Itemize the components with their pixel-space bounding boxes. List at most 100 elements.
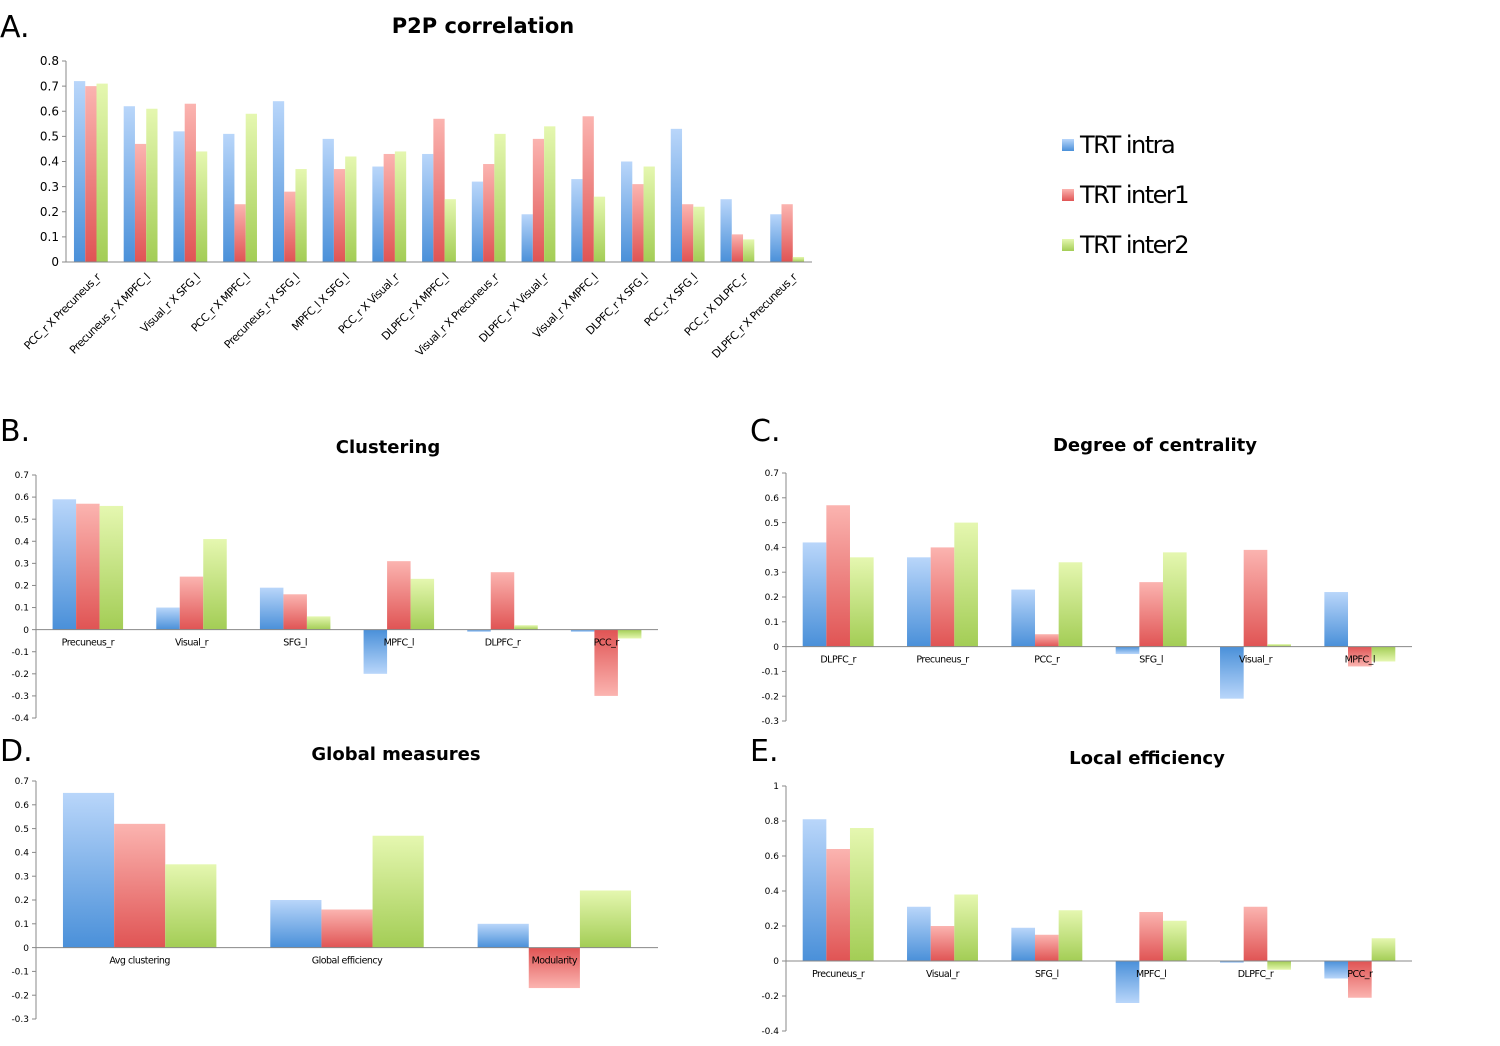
bar-A-intra-10 [571,179,583,262]
y-tick-label-A: 0.1 [40,230,59,244]
bar-D-inter1-2 [528,947,580,989]
legend-swatch-intra [1062,139,1074,151]
bar-A-inter2-7 [444,199,456,262]
y-tick-label-A: 0.2 [40,205,59,219]
bar-C-inter1-0 [826,505,850,647]
x-category-label-D: Global efficiency [312,956,383,967]
bar-A-intra-0 [73,81,86,262]
bar-B-intra-4 [467,629,491,632]
bar-E-intra-4 [1220,961,1244,963]
bar-B-inter2-4 [514,625,538,630]
bar-E-inter2-3 [1162,920,1187,961]
y-tick-label-E: 0.6 [765,852,780,862]
bar-E-inter2-5 [1371,938,1396,961]
bar-C-intra-2 [1011,589,1036,647]
bar-A-inter2-1 [146,108,158,262]
chart-B-group: -0.4 -0.3 -0.2 -0.1 0 0.1 0.2 0.3 0.4 0.5 0.6 0.7 Pr… [11,471,658,724]
bar-B-inter1-3 [387,561,411,630]
bar-C-intra-5 [1324,592,1349,647]
bar-A-inter2-6 [394,151,407,262]
bar-E-inter2-4 [1267,961,1291,970]
y-tick-label-C: -0.1 [761,668,779,678]
panel-title-c: Degree of centrality [1052,435,1258,456]
bar-A-intra-6 [372,166,384,262]
bar-A-intra-3 [223,133,235,262]
bar-A-inter2-9 [544,126,556,262]
bar-B-inter2-1 [203,539,227,630]
y-tick-label-C: 0.7 [765,469,779,479]
bar-A-inter1-2 [184,103,196,263]
y-tick-label-B: -0.3 [11,692,29,702]
bar-C-inter1-2 [1035,634,1059,647]
y-tick-label-C: 0.1 [765,618,779,628]
bar-D-inter1-0 [114,823,166,948]
chart-E-group: -0.4 -0.2 0 0.2 0.4 0.6 0.8 1 Precuneus_r Visual_… [761,782,1412,1037]
x-category-label-C: SFG_l [1139,655,1163,666]
panel-title-b: Clustering [335,437,441,458]
bar-E-inter1-4 [1243,906,1268,961]
bar-A-intra-5 [322,138,334,262]
x-category-label-E: MPFC_l [1136,969,1166,980]
y-tick-label-D: -0.1 [11,968,29,978]
x-category-label-D: Modularity [532,956,578,967]
x-category-label-C: DLPFC_r [820,655,856,666]
bar-D-inter1-1 [321,909,373,948]
y-tick-label-C: 0.5 [765,519,779,529]
bar-B-intra-0 [52,499,77,630]
bar-C-inter1-4 [1243,549,1268,647]
bar-E-inter1-0 [826,849,850,961]
y-tick-label-B: 0 [23,626,29,636]
bar-A-inter2-13 [743,239,755,262]
x-category-label-E: Visual_r [926,969,960,980]
bar-A-inter2-4 [295,169,307,262]
bar-A-inter2-2 [195,151,208,262]
legend-item-intra: TRT intra [1062,120,1188,170]
y-tick-label-E: -0.4 [761,1027,779,1037]
bar-A-intra-12 [670,128,683,262]
bar-B-inter1-1 [179,576,204,630]
bar-B-intra-5 [570,629,595,632]
bar-B-inter1-4 [490,572,515,630]
legend: TRT intra TRT inter1 TRT inter2 [1062,120,1190,270]
y-tick-label-E: 0.8 [765,817,780,827]
bar-A-inter2-14 [792,256,805,262]
panel-title-a: P2P correlation [391,14,575,38]
x-category-label-E: Precuneus_r [812,969,865,980]
bar-C-intra-0 [802,542,827,647]
y-tick-label-B: -0.1 [11,648,29,658]
bar-C-intra-3 [1115,646,1140,655]
legend-label-intra: TRT intra [1080,131,1176,159]
y-tick-label-C: -0.2 [761,692,779,702]
bar-A-inter1-9 [532,138,545,262]
x-category-label-D: Avg clustering [109,956,170,967]
bar-D-intra-1 [270,900,322,948]
y-tick-label-B: -0.4 [11,714,29,724]
bar-A-inter2-10 [593,196,606,262]
x-category-label-B: SFG_l [283,638,307,649]
bar-C-inter2-0 [849,557,874,647]
bar-A-inter1-8 [483,164,495,262]
x-category-label-E: PCC_r [1347,969,1373,980]
bar-A-intra-11 [621,161,633,262]
bar-A-inter2-5 [345,156,357,262]
bar-B-inter1-0 [76,503,100,630]
bar-C-inter2-1 [954,522,978,647]
bar-B-inter1-5 [594,629,618,696]
y-tick-label-D: -0.3 [11,1015,29,1025]
bar-C-inter2-3 [1162,552,1187,647]
x-category-label-C: Visual_r [1239,655,1273,666]
bar-E-inter1-3 [1139,912,1163,961]
bar-A-inter1-7 [433,118,445,262]
y-tick-label-A: 0 [51,255,59,269]
bar-E-inter2-2 [1058,910,1083,961]
legend-label-inter1: TRT inter1 [1080,181,1190,209]
bar-E-intra-0 [802,819,827,961]
bar-E-inter1-2 [1035,934,1059,961]
x-category-label-B: Precuneus_r [62,638,115,649]
bar-A-inter1-12 [682,204,694,262]
x-category-label-C: MPFC_l [1345,655,1375,666]
y-tick-label-D: 0.4 [15,849,30,859]
y-tick-label-A: 0.6 [40,104,59,118]
panel-letter-c: C. [750,414,781,449]
y-tick-label-D: 0 [23,944,29,954]
